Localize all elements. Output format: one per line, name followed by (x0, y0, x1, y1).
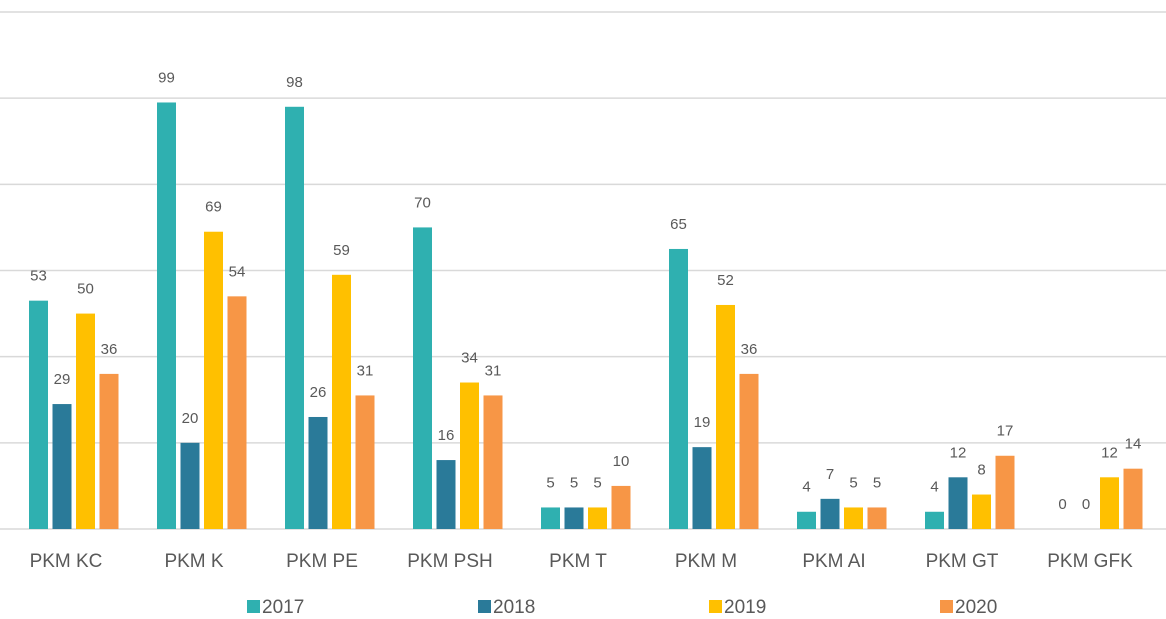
bar (1100, 477, 1119, 529)
data-label: 29 (54, 371, 71, 388)
bar (972, 494, 991, 529)
bar (669, 248, 688, 530)
bar (355, 395, 375, 529)
data-label: 4 (930, 479, 938, 496)
x-tick-label: PKM GFK (1047, 551, 1133, 572)
data-label: 36 (741, 341, 758, 358)
bar (483, 395, 503, 529)
data-label: 16 (438, 427, 455, 444)
x-tick-label: PKM PSH (407, 551, 493, 572)
data-label: 5 (873, 474, 881, 491)
bar (797, 511, 816, 529)
data-label: 59 (333, 242, 350, 259)
data-label: 8 (977, 462, 985, 479)
data-label: 65 (670, 216, 687, 233)
bar (436, 460, 456, 529)
bar (52, 404, 72, 529)
data-label: 31 (485, 362, 502, 379)
bar (285, 106, 304, 530)
x-tick-label: PKM KC (30, 551, 103, 572)
bar (29, 300, 48, 529)
data-label: 34 (461, 349, 478, 366)
data-label: 99 (158, 69, 175, 86)
bar (844, 507, 863, 529)
x-tick-label: PKM M (675, 551, 737, 572)
data-label: 50 (77, 281, 94, 298)
bar (308, 416, 328, 529)
bar (588, 507, 607, 529)
bar (925, 511, 944, 529)
bar (611, 485, 631, 529)
x-tick-label: PKM K (164, 551, 223, 572)
data-label: 36 (101, 341, 118, 358)
data-label: 53 (30, 268, 47, 285)
data-label: 12 (950, 444, 967, 461)
data-label: 12 (1101, 444, 1118, 461)
data-label: 19 (694, 414, 711, 431)
x-tick-label: PKM AI (802, 551, 865, 572)
data-label: 5 (546, 474, 554, 491)
bar (716, 304, 735, 529)
data-label: 14 (1125, 436, 1142, 453)
data-label: 52 (717, 272, 734, 289)
data-label: 20 (182, 410, 199, 427)
data-label: 98 (286, 74, 303, 91)
data-label: 0 (1082, 496, 1090, 513)
bar (739, 373, 759, 529)
bar (180, 442, 200, 529)
bar (413, 227, 432, 529)
bar (541, 507, 560, 529)
data-label: 7 (826, 466, 834, 483)
legend-swatch (709, 600, 722, 613)
data-label: 5 (849, 474, 857, 491)
bar (564, 507, 584, 529)
data-label: 26 (310, 384, 327, 401)
x-tick-label: PKM T (549, 551, 607, 572)
data-label: 5 (570, 474, 578, 491)
bar (867, 507, 887, 529)
data-label: 69 (205, 199, 222, 216)
bar (692, 447, 712, 529)
x-tick-label: PKM PE (286, 551, 358, 572)
bar (995, 455, 1015, 529)
bar (99, 373, 119, 529)
bar (76, 313, 95, 529)
x-tick-label: PKM GT (926, 551, 999, 572)
data-label: 4 (802, 479, 810, 496)
bar (460, 382, 479, 529)
data-label: 5 (593, 474, 601, 491)
bar (1123, 468, 1143, 529)
bar (332, 274, 351, 529)
bar (204, 231, 223, 529)
legend-swatch (247, 600, 260, 613)
legend-label: 2018 (493, 597, 535, 618)
data-label: 70 (414, 194, 431, 211)
data-label: 17 (997, 423, 1014, 440)
legend-label: 2019 (724, 597, 766, 618)
legend-swatch (940, 600, 953, 613)
bar (227, 296, 247, 529)
bar (820, 498, 840, 529)
legend-label: 2017 (262, 597, 304, 618)
data-label: 31 (357, 362, 374, 379)
bar (948, 477, 968, 529)
legend-swatch (478, 600, 491, 613)
legend-label: 2020 (955, 597, 997, 618)
data-label: 0 (1058, 496, 1066, 513)
bar (157, 102, 176, 529)
data-label: 10 (613, 453, 630, 470)
data-label: 54 (229, 263, 246, 280)
